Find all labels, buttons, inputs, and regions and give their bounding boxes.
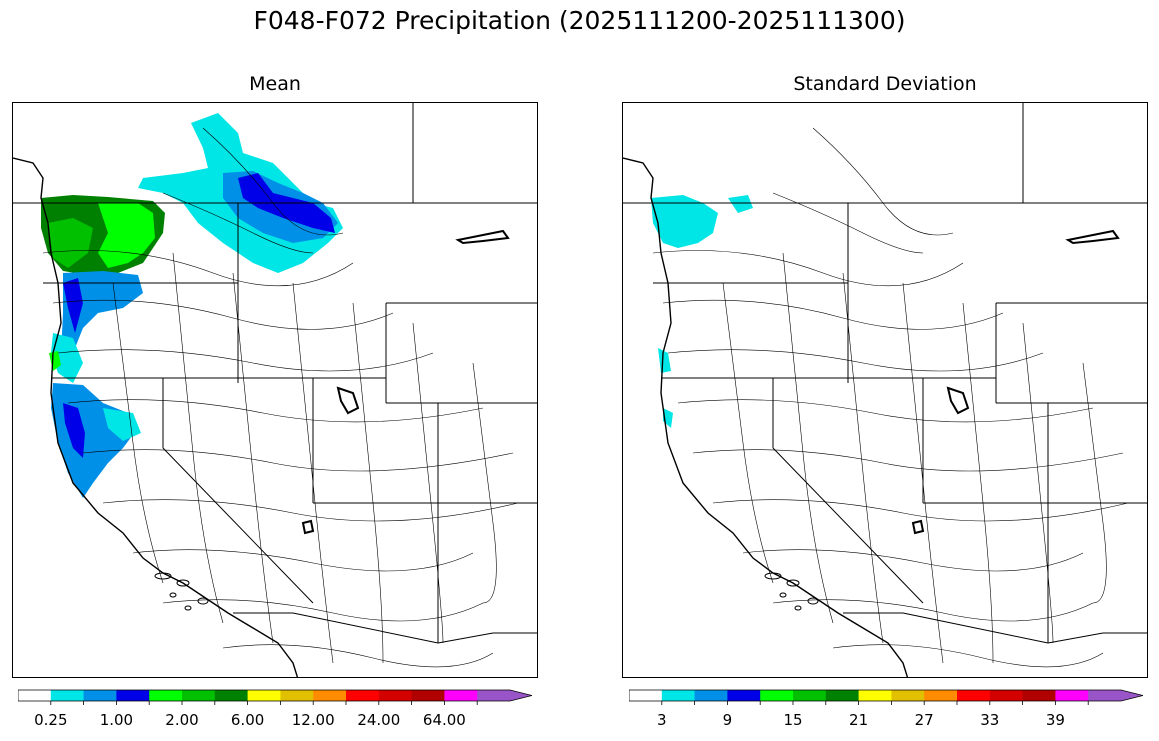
mean-map [12,102,538,678]
precip-lime-wa [98,203,155,268]
stddev-panel-title: Standard Deviation [793,73,977,95]
colorbar-tick-label: 9 [722,711,733,729]
colorbar-segment [116,690,150,701]
colorbar-segment [280,690,314,701]
stddev-cyan-wa [651,195,718,248]
mean-coastline [13,157,299,677]
mean-islands [154,572,209,611]
colorbar-tick-label: 27 [914,711,934,729]
mean-colorbar-ticks: 0.25 1.00 2.00 6.00 12.00 24.00 64.00 [18,711,532,733]
colorbar-segment [378,690,413,701]
colorbar-segment [989,690,1024,701]
mean-panel-title: Mean [249,73,301,95]
stddev-precip-fills [651,195,753,428]
colorbar-segment [50,690,85,701]
colorbar-segment [760,690,794,701]
stddev-salton-sea [911,519,925,535]
precip-darkblue-ca-north [63,403,85,458]
colorbar-segment [793,690,827,701]
colorbar-tick-label: 39 [1045,711,1065,729]
stddev-great-salt-lake [946,386,970,415]
colorbar-segment [694,690,728,701]
colorbar-tick-label: 0.25 [34,711,68,729]
mean-colorbar [18,689,532,705]
colorbar-tick-label: 15 [783,711,803,729]
stddev-colorbar-ticks: 3 9 15 21 27 33 39 [629,711,1143,733]
colorbar-tick-label: 3 [657,711,667,729]
colorbar-segment [149,690,183,701]
colorbar-segment [313,690,347,701]
precip-blue-ca-north [51,383,138,498]
precip-darkblue-or-coast [63,278,83,333]
colorbar-segment [346,690,380,701]
stddev-coastline [623,157,909,677]
colorbar-outline [629,689,1143,702]
colorbar-segment [182,690,216,701]
colorbar-segment [1022,690,1056,701]
colorbar-segment [247,690,281,701]
colorbar-tick-label: 2.00 [165,711,199,729]
colorbar-segment [891,690,925,701]
colorbar-segment [214,690,249,701]
mean-lake-erie-like [455,229,510,245]
colorbar-tick-label: 1.00 [99,711,134,729]
colorbar-segment [661,690,696,701]
stddev-islands [764,572,819,611]
precip-cyan-or [51,333,83,383]
colorbar-segment [629,690,663,701]
colorbar-tick-label: 21 [849,711,869,729]
colorbar-tick-label: 6.00 [230,711,265,729]
stddev-map [622,102,1148,678]
stddev-map-svg [623,103,1147,677]
stddev-colorbar [629,689,1143,705]
mean-state-boundaries [13,103,537,644]
precip-medgreen-wa [48,218,93,268]
colorbar-segment [1055,690,1089,701]
colorbar-segment [957,690,991,701]
mean-basin-boundaries [42,127,519,668]
colorbar-tick-label: 33 [980,711,1000,729]
colorbar-segment [825,690,860,701]
colorbar-segment [477,690,532,701]
mean-precip-fills [41,113,343,498]
mean-salton-sea [301,519,315,535]
stddev-cyan-or-coast [658,348,671,373]
colorbar-outline [18,689,532,702]
colorbar-segment [727,690,761,701]
figure-title: F048-F072 Precipitation (2025111200-2025… [253,6,906,35]
colorbar-tick-label: 24.00 [357,711,401,729]
colorbar-segment [18,690,52,701]
stddev-cyan-wa-east [728,195,753,213]
colorbar-segment [858,690,892,701]
colorbar-segment [444,690,478,701]
mean-great-salt-lake [336,386,360,415]
colorbar-segment [1088,690,1143,701]
stddev-state-boundaries [623,103,1147,644]
colorbar-segment [924,690,958,701]
stddev-lake-erie-like [1065,229,1120,245]
colorbar-segment [83,690,117,701]
stddev-basin-boundaries [652,127,1129,668]
colorbar-tick-label: 12.00 [291,711,335,729]
mean-map-svg [13,103,537,677]
colorbar-segment [411,690,445,701]
colorbar-tick-label: 64.00 [422,711,466,729]
